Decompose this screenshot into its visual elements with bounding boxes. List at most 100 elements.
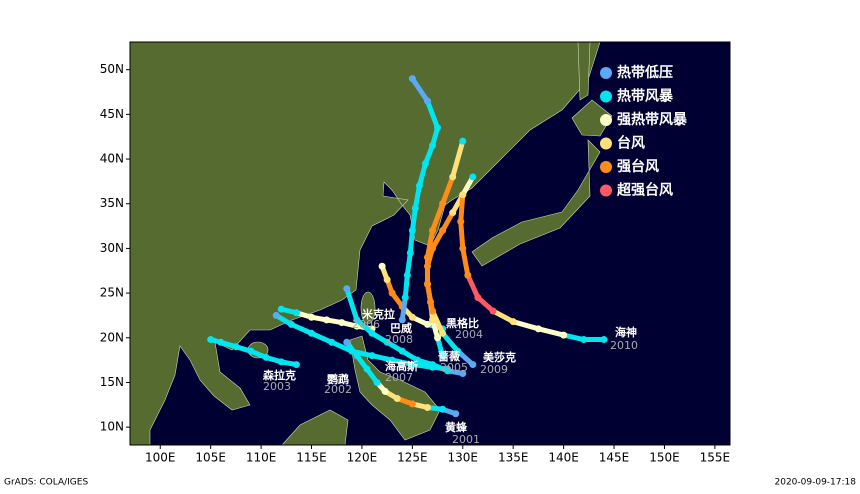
track-segment bbox=[450, 138, 466, 180]
track-point bbox=[423, 253, 431, 261]
x-tick-label: 110E bbox=[246, 451, 277, 465]
track-segment bbox=[440, 174, 456, 207]
track-segment bbox=[416, 161, 428, 189]
storm-year: 2004 bbox=[455, 328, 483, 341]
legend-label: 热带风暴 bbox=[617, 88, 674, 105]
x-tick-label: 150E bbox=[649, 451, 680, 465]
legend-marker bbox=[600, 161, 612, 173]
track-point bbox=[415, 182, 423, 190]
track-segment bbox=[309, 330, 335, 345]
track-point bbox=[406, 249, 414, 257]
track-segment bbox=[430, 201, 446, 234]
track-point bbox=[489, 307, 497, 315]
track-point bbox=[459, 191, 467, 199]
track-segment bbox=[424, 228, 436, 260]
track-point bbox=[413, 356, 421, 364]
track-point bbox=[429, 227, 437, 235]
track-point bbox=[277, 305, 285, 313]
track-point bbox=[217, 338, 225, 346]
track-point bbox=[323, 316, 331, 324]
track-point bbox=[308, 329, 316, 337]
storm-year: 2001 bbox=[452, 433, 480, 446]
legend-marker bbox=[600, 114, 612, 126]
track-point bbox=[439, 200, 447, 208]
track-point bbox=[600, 336, 608, 344]
track-point bbox=[439, 352, 447, 360]
track-point bbox=[353, 316, 361, 324]
track-segment bbox=[344, 286, 360, 323]
track-point bbox=[434, 124, 442, 132]
y-tick-label: 10N bbox=[100, 420, 124, 434]
track-point bbox=[469, 173, 477, 181]
track-point bbox=[449, 209, 457, 217]
y-tick-label: 25N bbox=[100, 286, 124, 300]
track-point bbox=[439, 329, 447, 337]
track-segment bbox=[412, 183, 422, 211]
track-segment bbox=[535, 326, 567, 338]
x-tick-label: 105E bbox=[195, 451, 226, 465]
y-tick-label: 50N bbox=[100, 62, 124, 76]
legend-marker bbox=[600, 90, 612, 103]
track-segment bbox=[510, 319, 541, 332]
track-point bbox=[429, 307, 437, 315]
track-point bbox=[452, 410, 460, 418]
storm-year: 2002 bbox=[324, 383, 352, 396]
y-tick-label: 35N bbox=[100, 196, 124, 210]
track-point bbox=[408, 400, 416, 408]
legend-label: 超强台风 bbox=[616, 182, 673, 199]
storm-name: 森拉克 bbox=[263, 368, 296, 382]
footer-left: GrADS: COLA/IGES bbox=[4, 478, 88, 488]
track-segment bbox=[402, 272, 410, 301]
storm-name: 黑格比 bbox=[446, 316, 479, 330]
track-segment bbox=[424, 281, 436, 314]
footer-right: 2020-09-09-17:18 bbox=[775, 478, 857, 488]
track-point bbox=[459, 370, 467, 378]
track-segment bbox=[460, 245, 471, 278]
x-tick-label: 120E bbox=[347, 451, 378, 465]
track-point bbox=[287, 320, 295, 328]
x-tick-label: 145E bbox=[599, 451, 630, 465]
track-point bbox=[373, 378, 381, 386]
track-point bbox=[398, 316, 406, 324]
track-point bbox=[408, 75, 416, 83]
track-segment bbox=[465, 272, 481, 301]
track-point bbox=[439, 227, 447, 235]
storm-year: 2006 bbox=[352, 318, 380, 331]
y-tick-label: 40N bbox=[100, 152, 124, 166]
storm-year: 2009 bbox=[480, 363, 508, 376]
track-segment bbox=[329, 339, 355, 354]
track-segment bbox=[409, 76, 430, 104]
storm-name: 海高斯 bbox=[385, 359, 418, 373]
track-point bbox=[580, 336, 588, 344]
track-segment bbox=[424, 98, 441, 131]
legend-label: 强热带风暴 bbox=[617, 111, 688, 128]
track-segment bbox=[404, 250, 413, 278]
track-point bbox=[457, 218, 465, 226]
track-point bbox=[368, 352, 376, 360]
track-point bbox=[464, 271, 472, 279]
legend-label: 热带低压 bbox=[617, 64, 673, 81]
track-point bbox=[247, 347, 255, 355]
track-point bbox=[560, 331, 568, 339]
track-point bbox=[277, 358, 285, 366]
track-point bbox=[509, 318, 517, 326]
track-point bbox=[434, 334, 442, 342]
track-segment bbox=[288, 321, 315, 336]
track-point bbox=[474, 294, 482, 302]
track-point bbox=[388, 289, 396, 297]
legend-label: 强台风 bbox=[617, 158, 659, 175]
x-tick-label: 130E bbox=[448, 451, 479, 465]
storm-name: 米克拉 bbox=[361, 307, 395, 321]
track-point bbox=[534, 325, 542, 333]
track-point bbox=[439, 405, 447, 413]
track-segment bbox=[440, 330, 461, 354]
track-point bbox=[398, 347, 406, 355]
track-point bbox=[403, 271, 411, 279]
track-point bbox=[429, 142, 437, 150]
storm-name: 黄蜂 bbox=[445, 420, 468, 434]
storm-name: 海神 bbox=[615, 325, 637, 339]
y-tick-label: 20N bbox=[100, 330, 124, 344]
track-segment bbox=[458, 219, 466, 251]
track-point bbox=[408, 227, 416, 235]
storm-year: 2003 bbox=[263, 380, 291, 393]
